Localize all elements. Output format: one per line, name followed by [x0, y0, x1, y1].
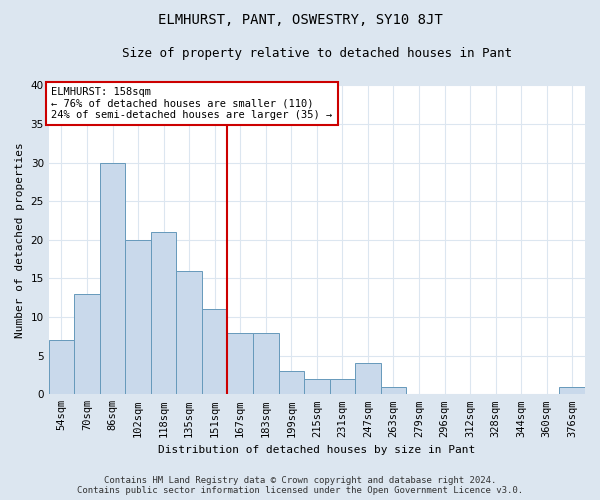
Bar — [559, 386, 585, 394]
Text: Contains HM Land Registry data © Crown copyright and database right 2024.
Contai: Contains HM Land Registry data © Crown c… — [77, 476, 523, 495]
Bar — [227, 332, 253, 394]
Title: Size of property relative to detached houses in Pant: Size of property relative to detached ho… — [122, 48, 512, 60]
Bar — [329, 379, 355, 394]
Bar — [49, 340, 74, 394]
Bar — [74, 294, 100, 394]
Bar — [176, 270, 202, 394]
Text: ELMHURST: 158sqm
← 76% of detached houses are smaller (110)
24% of semi-detached: ELMHURST: 158sqm ← 76% of detached house… — [52, 87, 332, 120]
Bar — [304, 379, 329, 394]
Bar — [253, 332, 278, 394]
X-axis label: Distribution of detached houses by size in Pant: Distribution of detached houses by size … — [158, 445, 475, 455]
Bar — [278, 371, 304, 394]
Y-axis label: Number of detached properties: Number of detached properties — [15, 142, 25, 338]
Bar — [202, 310, 227, 394]
Text: ELMHURST, PANT, OSWESTRY, SY10 8JT: ELMHURST, PANT, OSWESTRY, SY10 8JT — [158, 12, 442, 26]
Bar — [355, 364, 380, 394]
Bar — [100, 162, 125, 394]
Bar — [380, 386, 406, 394]
Bar — [151, 232, 176, 394]
Bar — [125, 240, 151, 394]
